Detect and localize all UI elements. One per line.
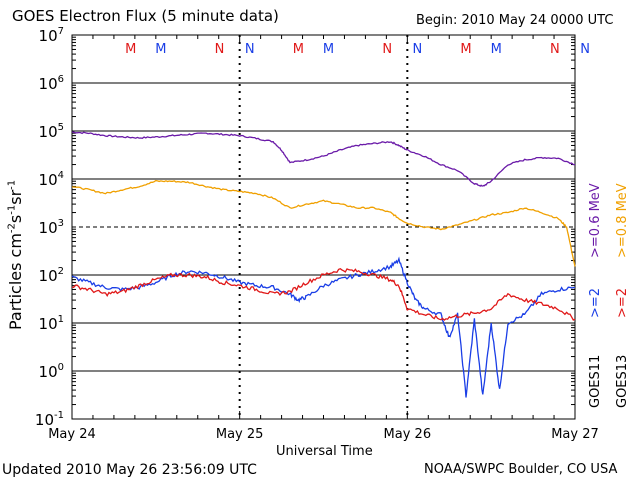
legend-goes13: GOES13: [615, 354, 630, 408]
plot-frame: [71, 34, 576, 420]
legend-goes11-ge2: >=2: [588, 287, 603, 318]
legend-goes13-ge2: >=2: [615, 287, 630, 318]
marker-n: N: [382, 42, 392, 57]
y-tick-label: 107: [39, 26, 64, 45]
marker-m: M: [155, 42, 166, 57]
legend-goes11: GOES11: [588, 354, 603, 408]
y-tick-label: 104: [39, 170, 64, 189]
marker-m: M: [125, 42, 136, 57]
marker-n: N: [550, 42, 560, 57]
marker-m: M: [460, 42, 471, 57]
marker-n: N: [245, 42, 255, 57]
x-tick-label: May 24: [48, 427, 96, 442]
legend-goes13-ge08: >=0.8 MeV: [615, 183, 630, 258]
y-tick-label: 101: [39, 314, 64, 333]
marker-m: M: [293, 42, 304, 57]
y-axis-label: Particles cm-2s-1sr-1: [6, 179, 25, 330]
series-line-1: [72, 179, 576, 267]
begin-label: Begin: 2010 May 24 0000 UTC: [416, 13, 614, 28]
y-tick-label: 106: [39, 74, 64, 93]
marker-m: M: [323, 42, 334, 57]
marker-n: N: [413, 42, 423, 57]
marker-n: N: [580, 42, 590, 57]
x-tick-label: May 25: [216, 427, 264, 442]
y-tick-label: 10-1: [35, 410, 64, 429]
y-tick-label: 100: [39, 362, 64, 381]
y-tick-label: 103: [39, 218, 64, 237]
x-tick-label: May 26: [384, 427, 432, 442]
series-line-3: [71, 267, 576, 321]
x-tick-label: May 27: [551, 427, 599, 442]
marker-m: M: [491, 42, 502, 57]
chart-title: GOES Electron Flux (5 minute data): [12, 7, 279, 25]
y-tick-label: 102: [39, 266, 64, 285]
x-axis-title: Universal Time: [276, 444, 373, 459]
y-tick-label: 105: [39, 122, 64, 141]
series-line-0: [72, 131, 576, 187]
credit-label: NOAA/SWPC Boulder, CO USA: [424, 462, 618, 477]
legend-goes11-ge06: >=0.6 MeV: [588, 183, 603, 258]
updated-timestamp: Updated 2010 May 26 23:56:09 UTC: [2, 462, 257, 478]
marker-n: N: [215, 42, 225, 57]
